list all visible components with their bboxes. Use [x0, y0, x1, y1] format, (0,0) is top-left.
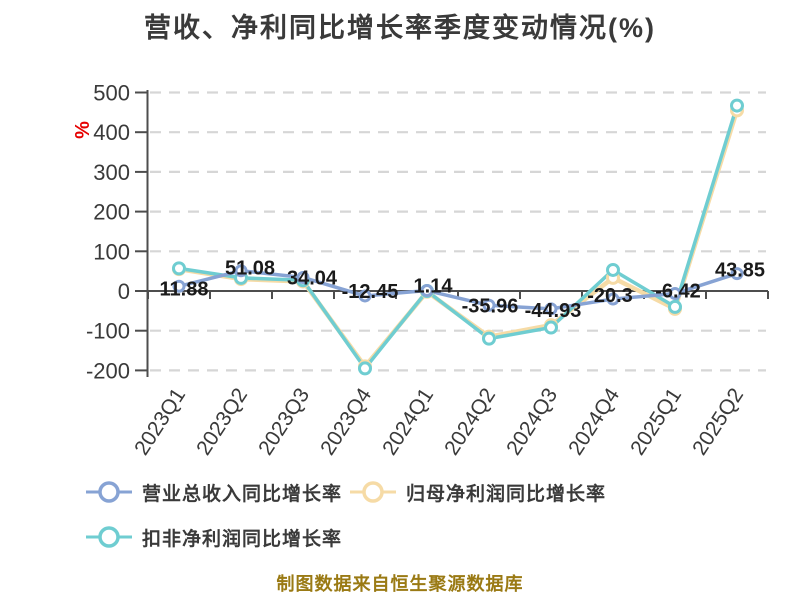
legend-item-total-revenue-growth: 营业总收入同比增长率 — [86, 477, 342, 507]
series-line-0 — [177, 268, 739, 311]
x-tick-label: 2023Q1 — [130, 384, 190, 459]
data-point-marker — [296, 270, 310, 284]
data-point-label: -35.96 — [462, 295, 519, 317]
y-tick-label: 200 — [93, 200, 130, 225]
data-point-label: -20.3 — [587, 285, 633, 307]
series-line-2 — [177, 103, 739, 371]
data-point-label: -6.42 — [655, 281, 701, 303]
data-point-marker — [358, 289, 372, 303]
data-point-marker — [482, 298, 496, 312]
data-point-label: 1.14 — [414, 276, 454, 298]
data-source-note: 制图数据来自恒生聚源数据库 — [276, 574, 524, 594]
x-tick-label: 2024Q2 — [440, 384, 500, 459]
y-tick-label: -200 — [86, 358, 130, 383]
y-tick-label: 100 — [93, 239, 130, 264]
data-point-marker — [668, 287, 682, 301]
legend-label: 归母净利润同比增长率 — [406, 483, 607, 505]
data-point-marker — [544, 302, 558, 316]
data-point-marker — [730, 98, 744, 113]
legend-label: 营业总收入同比增长率 — [142, 483, 343, 505]
y-tick-label: 0 — [118, 279, 130, 304]
data-point-marker — [234, 264, 248, 278]
x-tick-label: 2023Q4 — [316, 384, 376, 459]
x-tick-label: 2025Q1 — [626, 384, 686, 459]
x-tick-label: 2024Q3 — [502, 384, 562, 459]
legend-item-non-recurring-net-profit-growth: 扣非净利润同比增长率 — [86, 522, 342, 552]
y-tick-label: 300 — [93, 160, 130, 185]
line-marker-icon — [86, 481, 132, 503]
data-point-label: -12.45 — [342, 281, 399, 303]
x-tick-label: 2024Q1 — [378, 384, 438, 459]
data-point-marker — [544, 320, 558, 335]
data-point-label: 43.85 — [715, 260, 765, 282]
data-point-marker — [668, 299, 682, 314]
legend-item-parent-net-profit-growth: 归母净利润同比增长率 — [350, 477, 606, 507]
data-point-label: 51.08 — [225, 258, 275, 280]
data-point-marker — [730, 267, 744, 281]
line-marker-icon — [86, 526, 132, 548]
x-tick-label: 2025Q2 — [688, 384, 748, 459]
legend-label: 扣非净利润同比增长率 — [142, 528, 343, 550]
data-point-label: 11.88 — [160, 278, 209, 300]
x-tick-label: 2024Q4 — [564, 384, 624, 459]
x-tick-label: 2023Q3 — [254, 384, 314, 459]
series-line-1 — [176, 108, 740, 369]
x-tick-label: 2023Q2 — [192, 384, 252, 459]
data-point-marker — [482, 331, 496, 346]
y-tick-label: 500 — [93, 81, 130, 106]
data-point-marker — [172, 279, 186, 293]
chart-title: 营收、净利同比增长率季度变动情况(%) — [144, 13, 656, 43]
data-point-marker — [358, 361, 372, 376]
data-point-marker — [172, 261, 186, 276]
data-point-label: -44.93 — [525, 300, 582, 322]
y-tick-label: -100 — [86, 319, 130, 344]
y-tick-label: 400 — [93, 120, 130, 145]
line-marker-icon — [350, 481, 396, 503]
data-point-label: 34.04 — [287, 267, 338, 289]
data-point-marker — [420, 284, 434, 298]
data-point-marker — [606, 262, 620, 277]
data-point-marker — [606, 292, 620, 306]
